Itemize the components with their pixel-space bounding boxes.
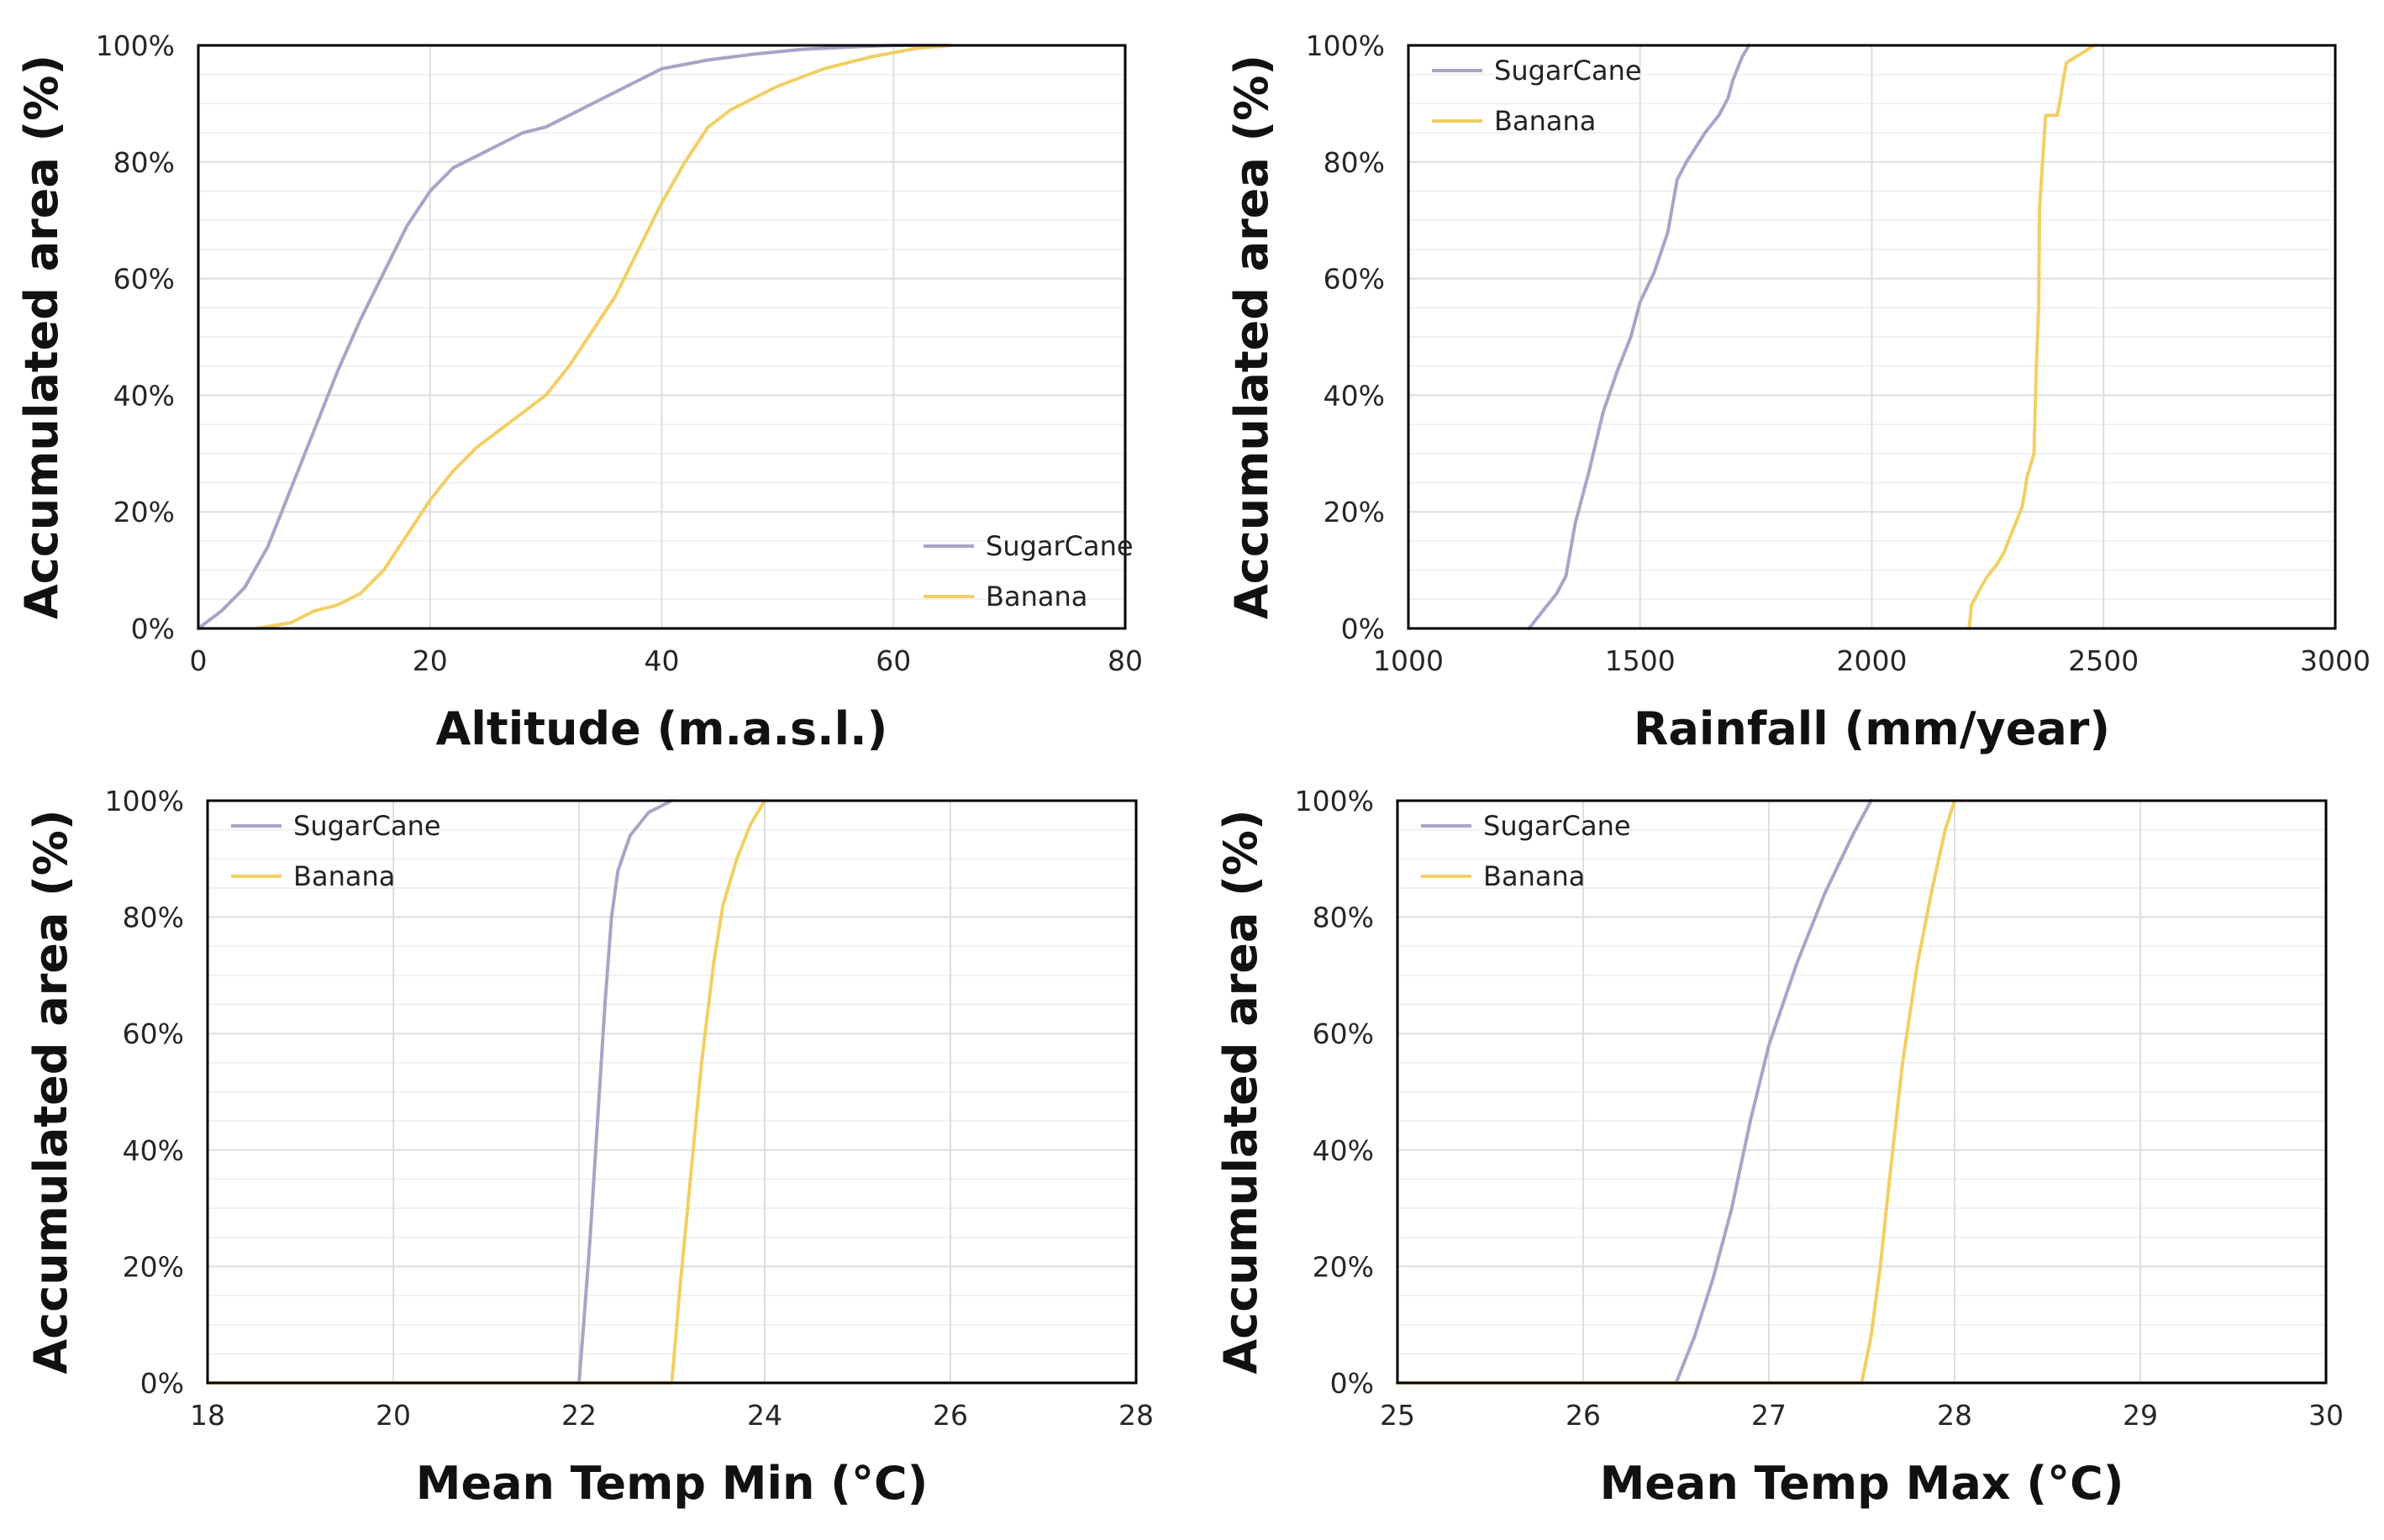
y-axis-title: Accumulated area (%) bbox=[1225, 55, 1278, 619]
y-tick-label: 100% bbox=[105, 785, 184, 817]
y-tick-label: 40% bbox=[1324, 379, 1385, 412]
x-tick-label: 2000 bbox=[1837, 644, 1908, 677]
x-tick-label: 28 bbox=[1118, 1399, 1154, 1432]
legend: SugarCane Banana bbox=[1421, 810, 1631, 892]
y-tick-label: 100% bbox=[1306, 29, 1385, 62]
legend-label-banana: Banana bbox=[1483, 860, 1585, 892]
legend: SugarCane Banana bbox=[924, 530, 1134, 612]
x-axis-title: Rainfall (mm/year) bbox=[1634, 702, 2110, 755]
series-line-banana bbox=[1967, 44, 2097, 630]
x-tick-label: 1000 bbox=[1373, 644, 1444, 677]
y-tick-label: 80% bbox=[1313, 901, 1374, 934]
x-tick-label: 26 bbox=[1566, 1399, 1601, 1432]
y-tick-label: 20% bbox=[1313, 1250, 1374, 1283]
legend: SugarCane Banana bbox=[1432, 55, 1642, 137]
chart-panel-4: 0% 20% 40% 60% 80% 100% 25 26 27 28 29 30 Mean Temp … bbox=[1214, 785, 2344, 1510]
y-tick-label: 60% bbox=[123, 1017, 184, 1050]
x-axis-title: Mean Temp Max (°C) bbox=[1600, 1457, 2124, 1510]
x-axis-title: Mean Temp Min (°C) bbox=[416, 1457, 929, 1510]
y-tick-label: 0% bbox=[131, 612, 175, 645]
x-tick-label: 0 bbox=[190, 644, 208, 677]
x-tick-label: 3000 bbox=[2300, 644, 2371, 677]
x-tick-label: 40 bbox=[645, 644, 680, 677]
x-axis-title: Altitude (m.a.s.l.) bbox=[436, 702, 888, 755]
series-line-sugarcane bbox=[197, 44, 954, 630]
x-tick-label: 80 bbox=[1108, 644, 1143, 677]
y-tick-label: 100% bbox=[1295, 785, 1374, 817]
plot-frame bbox=[197, 44, 1127, 630]
y-tick-label: 80% bbox=[113, 146, 175, 179]
y-axis-title: Accumulated area (%) bbox=[15, 55, 68, 619]
legend-label-sugarcane: SugarCane bbox=[1483, 810, 1631, 842]
series-line-banana bbox=[1396, 799, 1956, 1385]
series-line-sugarcane bbox=[206, 799, 674, 1385]
y-tick-label: 60% bbox=[1313, 1017, 1374, 1050]
series-line-banana bbox=[206, 799, 766, 1385]
plot-frame bbox=[1396, 799, 2328, 1385]
y-axis-title: Accumulated area (%) bbox=[1214, 809, 1267, 1374]
x-tick-label: 29 bbox=[2123, 1399, 2158, 1432]
x-tick-label: 24 bbox=[747, 1399, 782, 1432]
y-tick-label: 100% bbox=[96, 29, 175, 62]
y-tick-label: 40% bbox=[113, 379, 175, 412]
x-tick-label: 20 bbox=[376, 1399, 411, 1432]
legend-label-banana: Banana bbox=[293, 860, 395, 892]
chart-panel-2: 0% 20% 40% 60% 80% 100% 1000 1500 2000 2500 3000 Ra… bbox=[1225, 29, 2371, 755]
y-tick-label: 80% bbox=[123, 901, 184, 934]
x-tick-label: 60 bbox=[876, 644, 911, 677]
y-tick-label: 0% bbox=[1341, 612, 1385, 645]
y-tick-label: 20% bbox=[1324, 496, 1385, 528]
y-tick-label: 80% bbox=[1324, 146, 1385, 179]
series-line-sugarcane bbox=[1396, 799, 1873, 1385]
plot-frame bbox=[206, 799, 1138, 1385]
x-tick-label: 18 bbox=[190, 1399, 225, 1432]
y-tick-label: 0% bbox=[140, 1367, 184, 1400]
legend-label-banana: Banana bbox=[986, 581, 1087, 612]
y-tick-label: 40% bbox=[1313, 1134, 1374, 1167]
series-line-banana bbox=[254, 44, 954, 630]
y-tick-label: 20% bbox=[113, 496, 175, 528]
y-axis-title: Accumulated area (%) bbox=[24, 809, 77, 1374]
legend-label-sugarcane: SugarCane bbox=[986, 530, 1134, 562]
y-tick-label: 60% bbox=[1324, 263, 1385, 296]
x-tick-label: 20 bbox=[413, 644, 448, 677]
legend: SugarCane Banana bbox=[231, 810, 441, 892]
x-tick-label: 22 bbox=[561, 1399, 597, 1432]
x-tick-label: 26 bbox=[933, 1399, 968, 1432]
chart-panel-3: 0% 20% 40% 60% 80% 100% 18 20 22 24 26 28 Mean Temp … bbox=[24, 785, 1154, 1510]
x-tick-label: 25 bbox=[1380, 1399, 1415, 1432]
y-tick-label: 0% bbox=[1330, 1367, 1374, 1400]
x-tick-label: 27 bbox=[1751, 1399, 1787, 1432]
chart-panel-1: 0% 20% 40% 60% 80% 100% 0 20 40 60 80 Altitude (m.a… bbox=[15, 29, 1143, 755]
y-tick-label: 20% bbox=[123, 1250, 184, 1283]
series-line-sugarcane bbox=[1527, 44, 1751, 630]
legend-label-sugarcane: SugarCane bbox=[293, 810, 441, 842]
legend-label-sugarcane: SugarCane bbox=[1494, 55, 1642, 87]
y-tick-label: 40% bbox=[123, 1134, 184, 1167]
x-tick-label: 28 bbox=[1937, 1399, 1972, 1432]
plot-frame bbox=[1407, 44, 2337, 630]
x-tick-label: 2500 bbox=[2068, 644, 2139, 677]
y-tick-label: 60% bbox=[113, 263, 175, 296]
legend-label-banana: Banana bbox=[1494, 105, 1596, 137]
x-tick-label: 30 bbox=[2308, 1399, 2344, 1432]
x-tick-label: 1500 bbox=[1605, 644, 1676, 677]
